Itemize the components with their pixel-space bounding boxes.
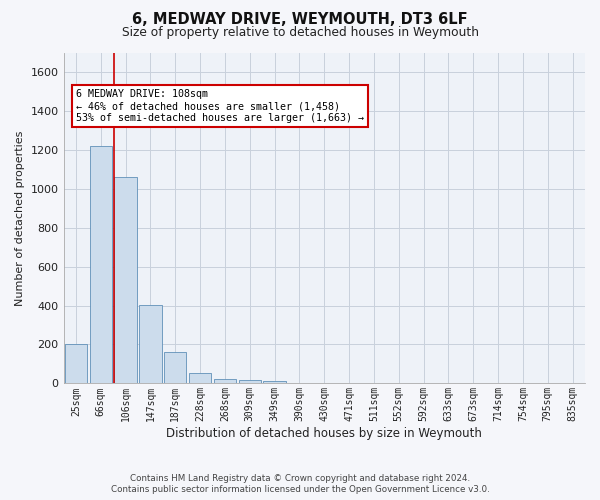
Bar — [164, 352, 187, 384]
Bar — [65, 344, 87, 384]
Text: Contains HM Land Registry data © Crown copyright and database right 2024.
Contai: Contains HM Land Registry data © Crown c… — [110, 474, 490, 494]
Text: 6 MEDWAY DRIVE: 108sqm
← 46% of detached houses are smaller (1,458)
53% of semi-: 6 MEDWAY DRIVE: 108sqm ← 46% of detached… — [76, 90, 364, 122]
Bar — [189, 372, 211, 384]
Bar — [263, 382, 286, 384]
Bar — [89, 146, 112, 384]
Text: Size of property relative to detached houses in Weymouth: Size of property relative to detached ho… — [121, 26, 479, 39]
Bar — [115, 177, 137, 384]
Text: 6, MEDWAY DRIVE, WEYMOUTH, DT3 6LF: 6, MEDWAY DRIVE, WEYMOUTH, DT3 6LF — [132, 12, 468, 26]
Bar — [239, 380, 261, 384]
Bar — [139, 304, 161, 384]
X-axis label: Distribution of detached houses by size in Weymouth: Distribution of detached houses by size … — [166, 427, 482, 440]
Bar — [214, 378, 236, 384]
Y-axis label: Number of detached properties: Number of detached properties — [15, 130, 25, 306]
